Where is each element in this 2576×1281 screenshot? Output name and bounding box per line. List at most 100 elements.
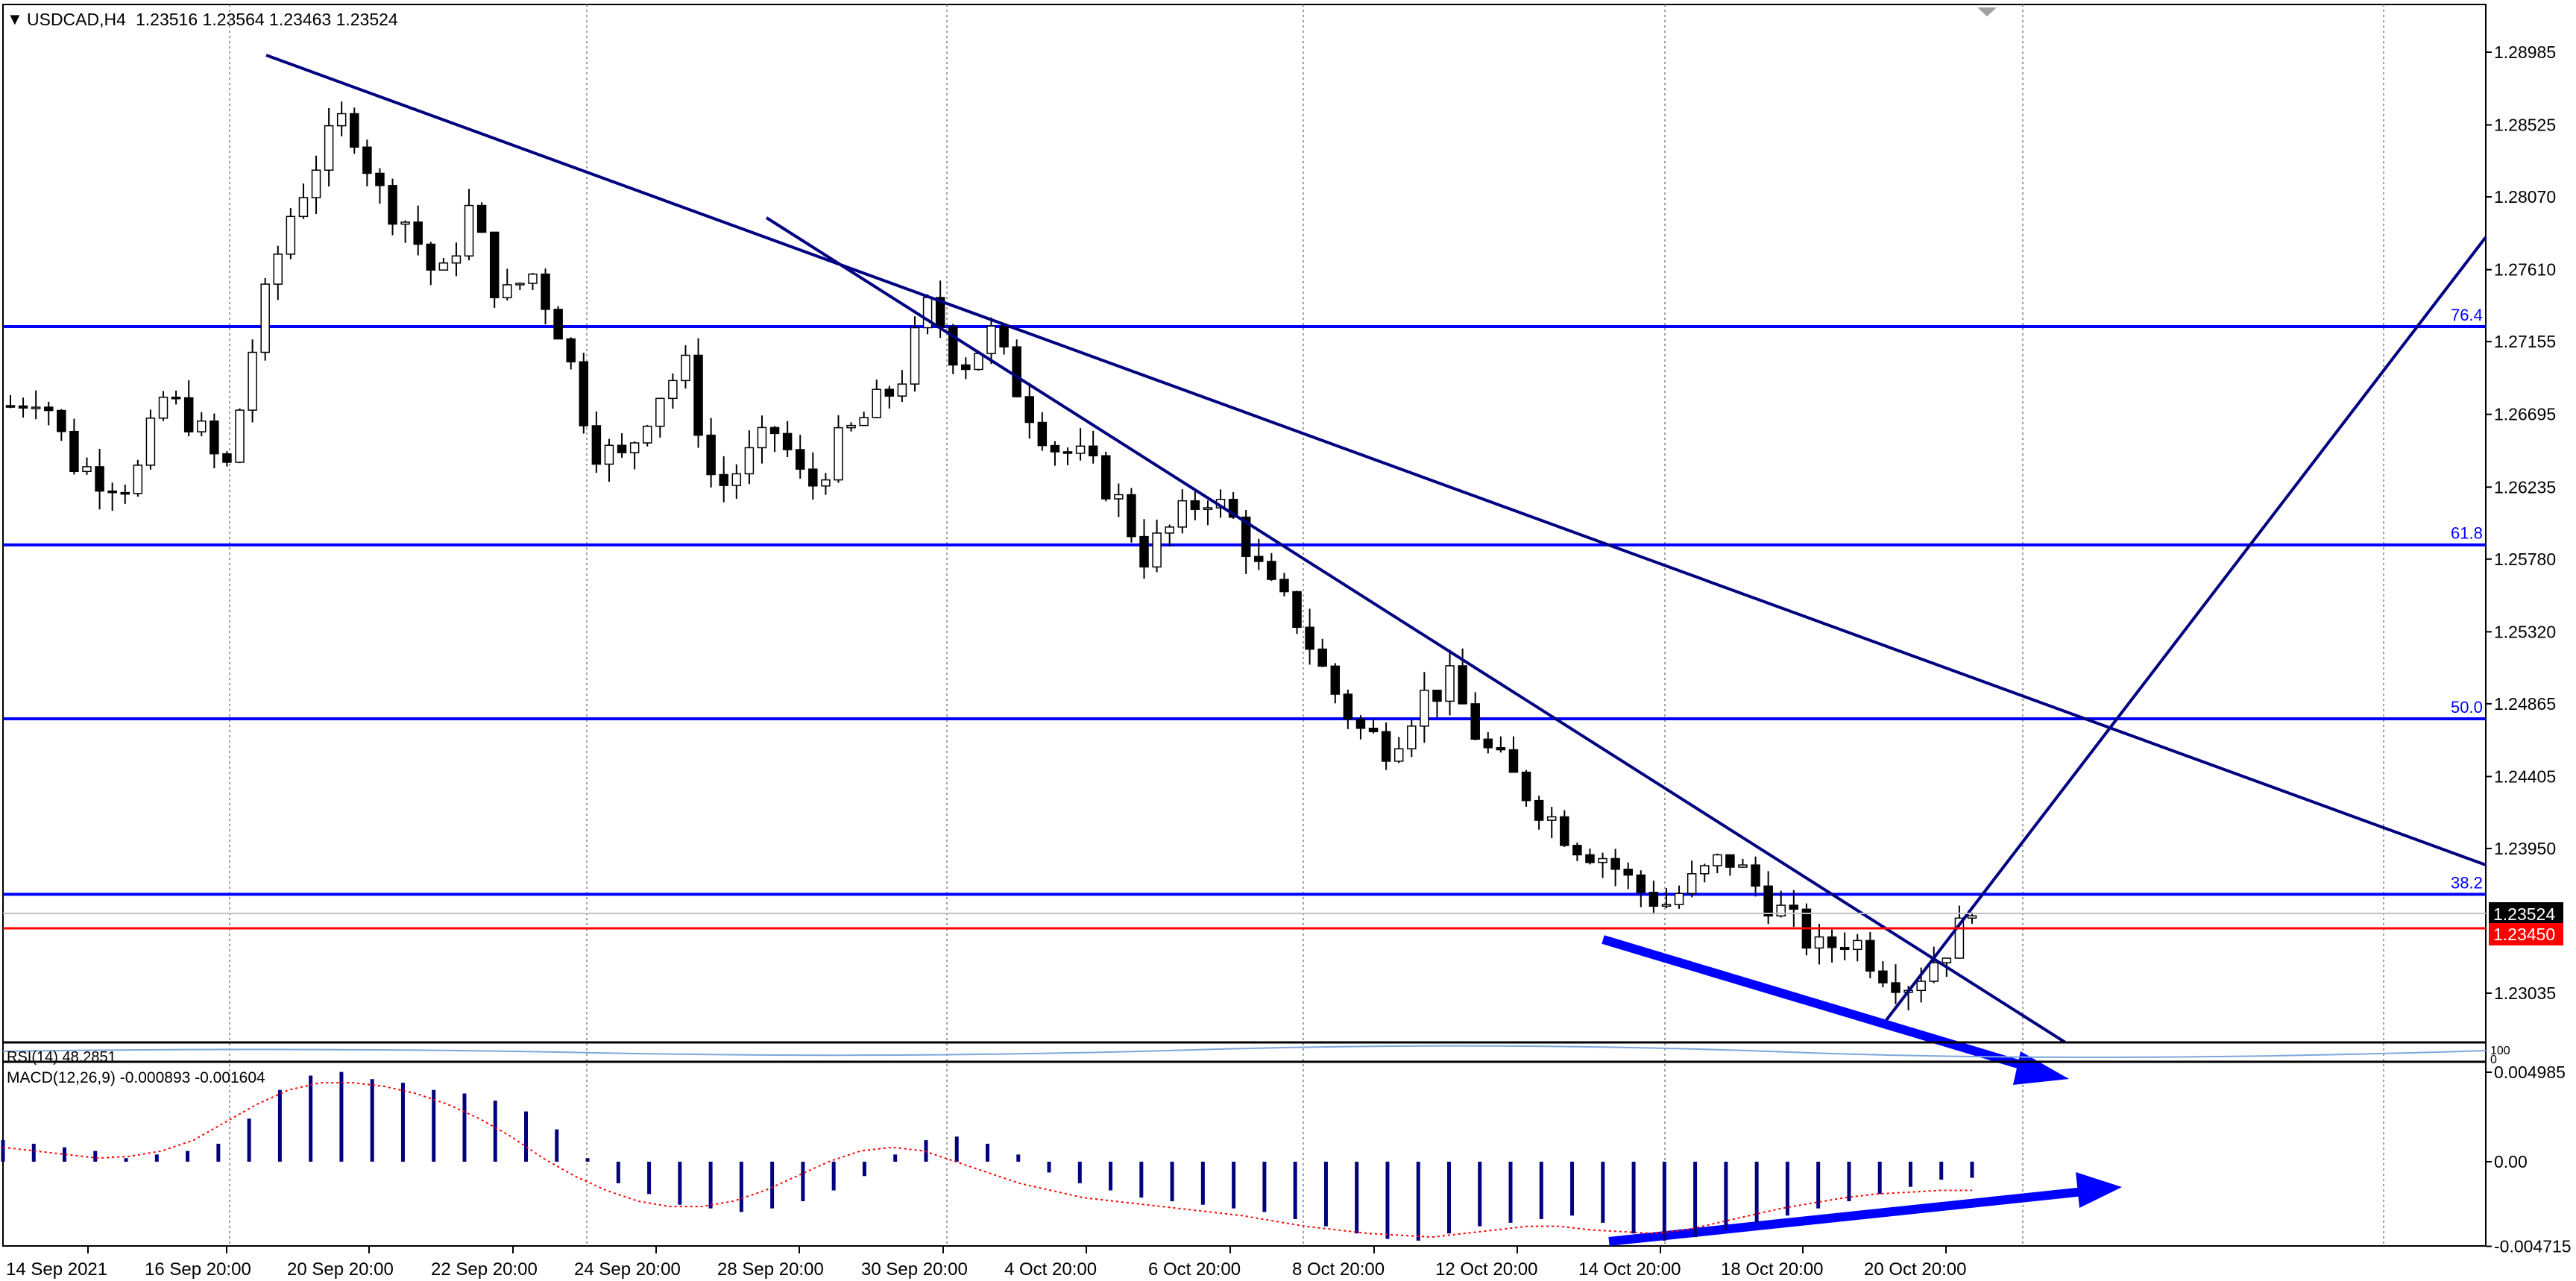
macd-tick-label: 0.004985 xyxy=(2494,1063,2566,1082)
price-tick-label: 1.26695 xyxy=(2494,405,2556,424)
bullish-candle xyxy=(503,284,512,299)
bearish-candle xyxy=(375,172,385,186)
bearish-candle xyxy=(1496,747,1506,751)
current-price-box xyxy=(2489,902,2563,925)
time-tick-label: 16 Sep 20:00 xyxy=(145,1259,251,1280)
bullish-candle xyxy=(744,447,755,475)
bearish-candle xyxy=(350,113,359,148)
bullish-candle xyxy=(31,406,41,409)
bullish-candle xyxy=(846,424,856,429)
bullish-candle xyxy=(731,473,742,486)
time-tick-label: 28 Sep 20:00 xyxy=(717,1259,824,1280)
bearish-candle xyxy=(1763,885,1773,917)
bearish-candle xyxy=(1024,396,1035,424)
macd-axis: 0.004985 0.00 -0.004715 xyxy=(2486,1063,2572,1256)
bullish-candle xyxy=(986,325,996,354)
price-tick-label: 1.28985 xyxy=(2494,43,2556,62)
bullish-candle xyxy=(464,204,474,256)
bearish-candle xyxy=(171,397,181,400)
bullish-candle xyxy=(1852,939,1862,951)
bearish-candle xyxy=(1343,693,1353,720)
price-tick-label: 1.25780 xyxy=(2494,550,2556,569)
price-tick-label: 1.23950 xyxy=(2494,839,2556,858)
macd-label: MACD(12,26,9) -0.000893 -0.001604 xyxy=(7,1069,265,1086)
bearish-candle xyxy=(1725,854,1735,868)
bearish-candle xyxy=(1381,731,1391,762)
bearish-candle xyxy=(18,405,28,409)
price-axis: 1.28985 1.28525 1.28070 1.27610 1.27155 1.266… xyxy=(2486,43,2556,1003)
bullish-candle xyxy=(1177,500,1188,528)
fib-level-label: 38.2 xyxy=(2451,873,2483,892)
bullish-candle xyxy=(1942,957,1952,963)
macd-higher-low-arrow[interactable] xyxy=(1608,1187,2085,1246)
rsi-label: RSI(14) 48.2851 xyxy=(7,1049,116,1066)
candlestick-series xyxy=(5,101,1977,1011)
bearish-candle xyxy=(1317,648,1327,667)
price-tick-label: 1.24405 xyxy=(2494,767,2556,786)
bearish-candle xyxy=(591,425,602,465)
divergence-arrows[interactable] xyxy=(1602,935,2122,1246)
fibonacci-levels[interactable]: 76.4 61.8 50.0 38.2 xyxy=(3,306,2486,896)
bullish-candle xyxy=(515,283,525,286)
bullish-candle xyxy=(629,442,640,453)
bullish-candle xyxy=(145,418,156,466)
bearish-candle xyxy=(706,434,716,476)
bullish-candle xyxy=(1075,445,1086,454)
macd-tick-label: 0.00 xyxy=(2494,1152,2528,1171)
bullish-candle xyxy=(1776,904,1786,917)
macd-arrow-head xyxy=(2076,1172,2122,1208)
bullish-candle xyxy=(324,125,334,171)
bullish-candle xyxy=(1929,962,1939,982)
symbol-label: USDCAD,H4 xyxy=(27,10,126,29)
bearish-candle xyxy=(1330,665,1341,695)
bullish-candle xyxy=(528,273,538,284)
price-lower-low-arrow[interactable] xyxy=(1602,935,2037,1074)
bearish-candle xyxy=(1101,455,1111,500)
time-tick-label: 20 Oct 20:00 xyxy=(1864,1259,1966,1280)
bearish-candle xyxy=(1827,936,1837,948)
bullish-candle xyxy=(1661,904,1672,907)
bearish-candle xyxy=(210,420,219,455)
shift-marker-icon[interactable] xyxy=(1977,7,1997,16)
breakout-up-line[interactable] xyxy=(1885,236,2487,1022)
time-tick-label: 18 Oct 20:00 xyxy=(1721,1259,1823,1280)
bearish-candle xyxy=(1521,771,1531,802)
bearish-candle xyxy=(44,406,54,412)
bearish-candle xyxy=(476,204,487,233)
bearish-candle xyxy=(553,309,563,340)
bearish-candle xyxy=(617,444,627,453)
bearish-candle xyxy=(1267,561,1276,580)
bullish-candle xyxy=(681,354,690,382)
time-tick-label: 8 Oct 20:00 xyxy=(1292,1259,1385,1280)
bullish-candle xyxy=(1152,532,1162,568)
bearish-candle xyxy=(120,491,130,495)
bullish-candle xyxy=(655,397,665,427)
bullish-candle xyxy=(834,427,843,481)
bearish-candle xyxy=(1648,891,1659,907)
bullish-candle xyxy=(757,427,767,449)
bearish-candle xyxy=(426,243,436,271)
bearish-candle xyxy=(948,326,958,366)
bullish-candle xyxy=(1699,865,1710,875)
bearish-candle xyxy=(1839,946,1850,951)
bullish-candle xyxy=(298,197,309,218)
bearish-candle xyxy=(769,427,780,435)
long-downtrend-line[interactable] xyxy=(265,54,2487,866)
bearish-candle xyxy=(693,354,703,436)
bearish-candle xyxy=(413,221,423,245)
red-line-price-label: 1.23450 xyxy=(2493,925,2555,944)
bullish-candle xyxy=(1445,665,1455,702)
bearish-candle xyxy=(1139,535,1149,568)
price-tick-label: 1.24865 xyxy=(2494,694,2556,714)
bearish-candle xyxy=(1878,970,1888,983)
bearish-candle xyxy=(107,490,117,494)
time-tick-label: 14 Sep 2021 xyxy=(6,1259,107,1280)
time-tick-label: 30 Sep 20:00 xyxy=(861,1259,968,1280)
menu-triangle-icon[interactable]: ▼ xyxy=(7,10,23,28)
channel-downtrend-line[interactable] xyxy=(765,216,2067,1044)
bearish-candle xyxy=(1292,591,1302,628)
trend-lines[interactable] xyxy=(265,54,2487,1044)
bullish-candle xyxy=(1814,936,1824,949)
bullish-candle xyxy=(260,283,270,353)
